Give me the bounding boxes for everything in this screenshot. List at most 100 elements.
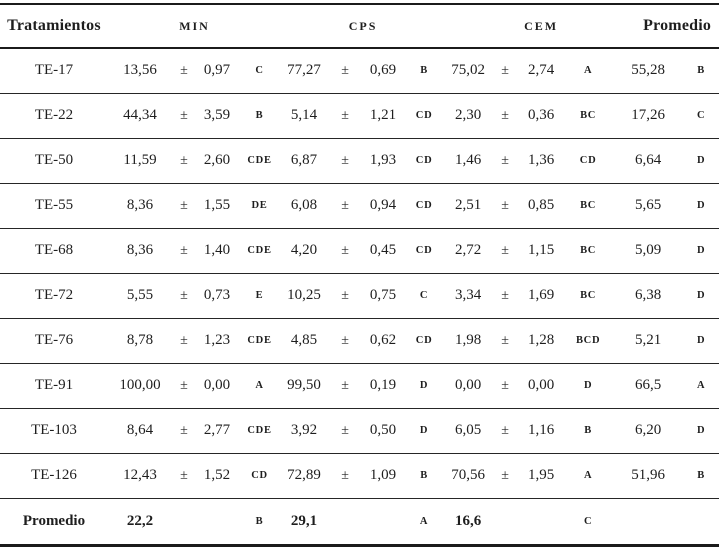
table-header: Tratamientos MIN CPS CEM Promedio <box>0 4 719 49</box>
min-group-letter: B <box>238 93 282 139</box>
min-sd: 0,97 <box>196 48 238 94</box>
cps-value: 99,50 <box>281 363 328 409</box>
cem-sd: 2,74 <box>519 48 564 94</box>
treatment-label: TE-17 <box>0 48 108 94</box>
plus-minus-symbol: ± <box>172 273 196 319</box>
plus-minus-symbol: ± <box>491 273 520 319</box>
promedio-group-letter: D <box>683 228 719 274</box>
cem-group-letter: BC <box>563 93 614 139</box>
promedio-value: 5,21 <box>613 318 684 364</box>
empty-cell <box>363 498 403 545</box>
footer-cem-group-letter: C <box>583 515 593 527</box>
cps-sd: 1,21 <box>363 93 404 139</box>
plus-minus-symbol: ± <box>491 318 520 364</box>
min-group-letter: C <box>238 48 282 94</box>
empty-cell <box>491 498 519 545</box>
promedio-value: 17,26 <box>613 93 684 139</box>
treatment-label: TE-22 <box>0 93 108 139</box>
cem-sd: 1,36 <box>519 138 564 184</box>
min-group-letter: CD <box>238 453 282 499</box>
plus-minus-symbol: ± <box>491 408 520 454</box>
promedio-group-letter: D <box>683 183 719 229</box>
cem-group-letter: D <box>563 363 614 409</box>
plus-minus-symbol: ± <box>172 408 196 454</box>
plus-minus-symbol: ± <box>327 408 364 454</box>
min-value: 8,36 <box>108 228 172 274</box>
cem-sd: 0,36 <box>519 93 564 139</box>
promedio-group-letter: D <box>683 318 719 364</box>
cps-value: 3,92 <box>281 408 328 454</box>
cps-group-letter: D <box>403 363 446 409</box>
cem-sd: 1,16 <box>519 408 564 454</box>
table-row: TE-17 13,56 ± 0,97 C 77,27 ± 0,69 B 75,0… <box>0 48 719 94</box>
plus-minus-symbol: ± <box>491 363 520 409</box>
table-row: TE-126 12,43 ± 1,52 CD 72,89 ± 1,09 B 70… <box>0 453 719 499</box>
cem-value: 70,56 <box>445 453 492 499</box>
table-row: TE-103 8,64 ± 2,77 CDE 3,92 ± 0,50 D 6,0… <box>0 408 719 454</box>
promedio-group-letter: D <box>683 408 719 454</box>
cem-group-letter: A <box>563 48 614 94</box>
cem-group-letter: B <box>563 408 614 454</box>
treatment-label: TE-50 <box>0 138 108 184</box>
cem-sd: 0,00 <box>519 363 564 409</box>
cps-group-letter: B <box>403 48 446 94</box>
footer-min-group-letter: B <box>255 515 264 527</box>
promedio-value: 66,5 <box>613 363 684 409</box>
min-value: 8,78 <box>108 318 172 364</box>
plus-minus-symbol: ± <box>327 48 364 94</box>
promedio-value: 51,96 <box>613 453 684 499</box>
min-value: 13,56 <box>108 48 172 94</box>
column-header-min: MIN <box>108 4 282 49</box>
cem-value: 1,98 <box>445 318 492 364</box>
cps-group-letter: CD <box>403 183 446 229</box>
table-row: TE-76 8,78 ± 1,23 CDE 4,85 ± 0,62 CD 1,9… <box>0 318 719 364</box>
cps-value: 5,14 <box>281 93 328 139</box>
column-header-cps: CPS <box>281 4 446 49</box>
cps-sd: 0,69 <box>363 48 404 94</box>
promedio-value: 5,65 <box>613 183 684 229</box>
min-group-letter: CDE <box>238 228 282 274</box>
promedio-value: 5,09 <box>613 228 684 274</box>
min-sd: 2,60 <box>196 138 238 184</box>
cps-value: 6,87 <box>281 138 328 184</box>
cps-value: 4,85 <box>281 318 328 364</box>
min-group-letter: DE <box>238 183 282 229</box>
empty-cell <box>683 498 719 545</box>
footer-cps-group-letter: A <box>419 515 429 527</box>
column-header-cem: CEM <box>445 4 614 49</box>
treatment-label: TE-91 <box>0 363 108 409</box>
plus-minus-symbol: ± <box>172 228 196 274</box>
plus-minus-symbol: ± <box>327 228 364 274</box>
promedio-group-letter: D <box>683 273 719 319</box>
cps-sd: 1,93 <box>363 138 404 184</box>
plus-minus-symbol: ± <box>172 363 196 409</box>
cps-group-letter: CD <box>403 228 446 274</box>
cps-group-letter: B <box>403 453 446 499</box>
plus-minus-symbol: ± <box>172 318 196 364</box>
cem-sd: 0,85 <box>519 183 564 229</box>
min-value: 11,59 <box>108 138 172 184</box>
table-body: TE-17 13,56 ± 0,97 C 77,27 ± 0,69 B 75,0… <box>0 48 719 499</box>
promedio-group-letter: B <box>683 48 719 94</box>
cem-value: 0,00 <box>445 363 492 409</box>
min-group-letter: E <box>238 273 282 319</box>
footer-label: Promedio <box>22 512 86 529</box>
cem-group-letter: A <box>563 453 614 499</box>
table-row: TE-91 100,00 ± 0,00 A 99,50 ± 0,19 D 0,0… <box>0 363 719 409</box>
plus-minus-symbol: ± <box>327 138 364 184</box>
plus-minus-symbol: ± <box>172 48 196 94</box>
cps-sd: 0,62 <box>363 318 404 364</box>
table-row: TE-55 8,36 ± 1,55 DE 6,08 ± 0,94 CD 2,51… <box>0 183 719 229</box>
treatment-label: TE-103 <box>0 408 108 454</box>
cem-sd: 1,28 <box>519 318 564 364</box>
plus-minus-symbol: ± <box>491 138 520 184</box>
empty-cell <box>613 498 683 545</box>
promedio-group-letter: A <box>683 363 719 409</box>
cem-group-letter: BC <box>563 228 614 274</box>
cps-sd: 0,45 <box>363 228 404 274</box>
cps-sd: 0,75 <box>363 273 404 319</box>
promedio-value: 55,28 <box>613 48 684 94</box>
min-group-letter: CDE <box>238 318 282 364</box>
empty-cell <box>196 498 238 545</box>
header-row: Tratamientos MIN CPS CEM Promedio <box>0 4 719 49</box>
